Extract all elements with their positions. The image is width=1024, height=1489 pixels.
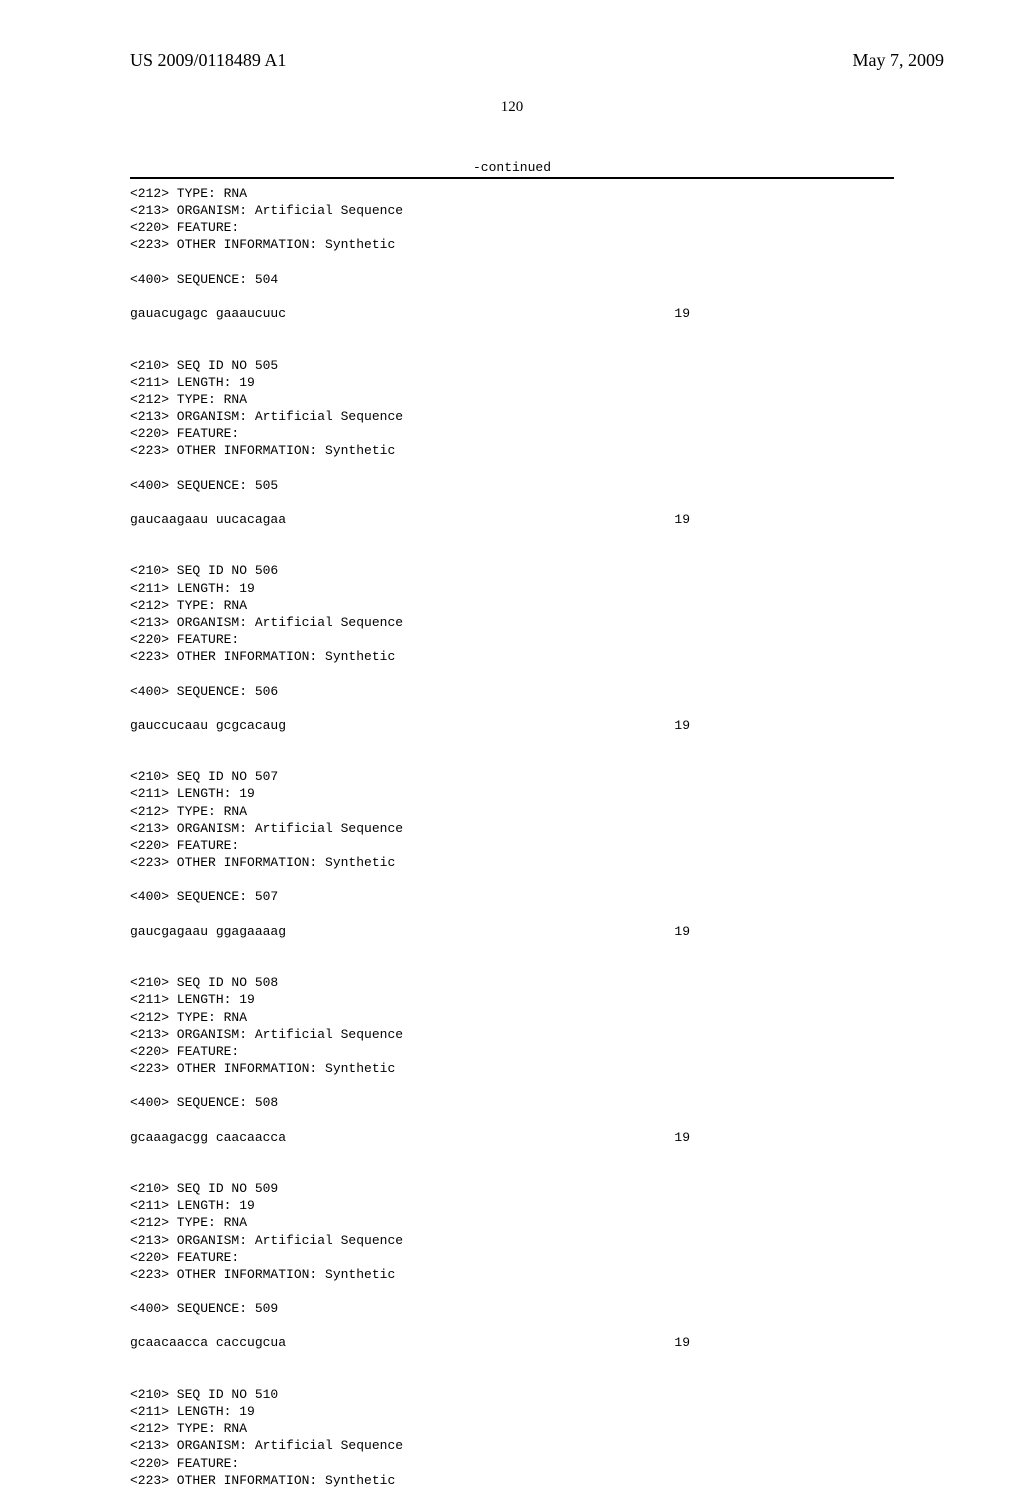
seq-metadata-line: <210> SEQ ID NO 510 — [130, 1386, 894, 1403]
seq-metadata-line: <212> TYPE: RNA — [130, 597, 894, 614]
sequence-row: gauccucaau gcgcacaug 19 — [130, 717, 690, 734]
sequence-length: 19 — [674, 717, 690, 734]
sequence-row: gcaacaacca caccugcua 19 — [130, 1334, 690, 1351]
seq-metadata-line: <213> ORGANISM: Artificial Sequence — [130, 820, 894, 837]
seq-metadata-line: <223> OTHER INFORMATION: Synthetic — [130, 648, 894, 665]
seq-metadata-line: <220> FEATURE: — [130, 1043, 894, 1060]
seq-metadata-line — [130, 871, 894, 888]
seq-metadata-line: <223> OTHER INFORMATION: Synthetic — [130, 854, 894, 871]
sequence-listing: <212> TYPE: RNA<213> ORGANISM: Artificia… — [0, 179, 1024, 1489]
seq-metadata-line: <213> ORGANISM: Artificial Sequence — [130, 1026, 894, 1043]
page-number: 120 — [0, 99, 1024, 116]
sequence-row: gcaaagacgg caacaacca 19 — [130, 1129, 690, 1146]
seq-metadata-line: <210> SEQ ID NO 509 — [130, 1180, 894, 1197]
continued-label: -continued — [0, 160, 1024, 175]
seq-metadata-line: <210> SEQ ID NO 507 — [130, 768, 894, 785]
seq-metadata-line — [130, 460, 894, 477]
seq-metadata-line: <223> OTHER INFORMATION: Synthetic — [130, 1060, 894, 1077]
sequence-text: gcaaagacgg caacaacca — [130, 1129, 286, 1146]
sequence-row: gaucaagaau uucacagaa 19 — [130, 511, 690, 528]
seq-metadata-line: <211> LENGTH: 19 — [130, 1403, 894, 1420]
seq-metadata-line: <223> OTHER INFORMATION: Synthetic — [130, 1472, 894, 1489]
seq-metadata-line: <220> FEATURE: — [130, 1249, 894, 1266]
sequence-length: 19 — [674, 1129, 690, 1146]
seq-metadata-line: <213> ORGANISM: Artificial Sequence — [130, 408, 894, 425]
seq-metadata-line: <220> FEATURE: — [130, 425, 894, 442]
seq-metadata-line: <220> FEATURE: — [130, 837, 894, 854]
sequence-length: 19 — [674, 305, 690, 322]
seq-metadata-line: <211> LENGTH: 19 — [130, 991, 894, 1008]
publication-date: May 7, 2009 — [853, 50, 945, 71]
seq-metadata-line: <210> SEQ ID NO 505 — [130, 357, 894, 374]
seq-metadata-line — [130, 665, 894, 682]
seq-metadata-line: <212> TYPE: RNA — [130, 1214, 894, 1231]
seq-metadata-line: <212> TYPE: RNA — [130, 391, 894, 408]
seq-metadata-line — [130, 1077, 894, 1094]
page-header: US 2009/0118489 A1 May 7, 2009 — [0, 0, 1024, 71]
seq-metadata-line: <213> ORGANISM: Artificial Sequence — [130, 1437, 894, 1454]
seq-metadata-line: <220> FEATURE: — [130, 631, 894, 648]
seq-metadata-line: <211> LENGTH: 19 — [130, 785, 894, 802]
seq-metadata-line: <213> ORGANISM: Artificial Sequence — [130, 1232, 894, 1249]
sequence-length: 19 — [674, 923, 690, 940]
seq-metadata-line: <211> LENGTH: 19 — [130, 374, 894, 391]
seq-metadata-line: <210> SEQ ID NO 508 — [130, 974, 894, 991]
sequence-text: gauacugagc gaaaucuuc — [130, 305, 286, 322]
seq-metadata-line: <210> SEQ ID NO 506 — [130, 562, 894, 579]
seq-metadata-line: <400> SEQUENCE: 504 — [130, 271, 894, 288]
seq-metadata-line: <223> OTHER INFORMATION: Synthetic — [130, 1266, 894, 1283]
seq-metadata-line: <220> FEATURE: — [130, 219, 894, 236]
seq-metadata-line: <212> TYPE: RNA — [130, 1420, 894, 1437]
seq-metadata-line — [130, 254, 894, 271]
seq-metadata-line: <223> OTHER INFORMATION: Synthetic — [130, 236, 894, 253]
sequence-text: gauccucaau gcgcacaug — [130, 717, 286, 734]
seq-metadata-line: <212> TYPE: RNA — [130, 803, 894, 820]
seq-metadata-line: <211> LENGTH: 19 — [130, 580, 894, 597]
seq-metadata-line: <213> ORGANISM: Artificial Sequence — [130, 202, 894, 219]
sequence-text: gaucgagaau ggagaaaag — [130, 923, 286, 940]
publication-number: US 2009/0118489 A1 — [130, 50, 286, 71]
seq-metadata-line: <400> SEQUENCE: 506 — [130, 683, 894, 700]
seq-metadata-line: <220> FEATURE: — [130, 1455, 894, 1472]
sequence-row: gauacugagc gaaaucuuc 19 — [130, 305, 690, 322]
sequence-length: 19 — [674, 1334, 690, 1351]
seq-metadata-line: <400> SEQUENCE: 509 — [130, 1300, 894, 1317]
seq-metadata-line: <400> SEQUENCE: 508 — [130, 1094, 894, 1111]
seq-metadata-line: <213> ORGANISM: Artificial Sequence — [130, 614, 894, 631]
seq-metadata-line: <212> TYPE: RNA — [130, 185, 894, 202]
sequence-text: gaucaagaau uucacagaa — [130, 511, 286, 528]
seq-metadata-line: <211> LENGTH: 19 — [130, 1197, 894, 1214]
seq-metadata-line: <212> TYPE: RNA — [130, 1009, 894, 1026]
sequence-row: gaucgagaau ggagaaaag 19 — [130, 923, 690, 940]
sequence-length: 19 — [674, 511, 690, 528]
seq-metadata-line — [130, 1283, 894, 1300]
seq-metadata-line: <400> SEQUENCE: 507 — [130, 888, 894, 905]
seq-metadata-line: <223> OTHER INFORMATION: Synthetic — [130, 442, 894, 459]
seq-metadata-line: <400> SEQUENCE: 505 — [130, 477, 894, 494]
sequence-text: gcaacaacca caccugcua — [130, 1334, 286, 1351]
